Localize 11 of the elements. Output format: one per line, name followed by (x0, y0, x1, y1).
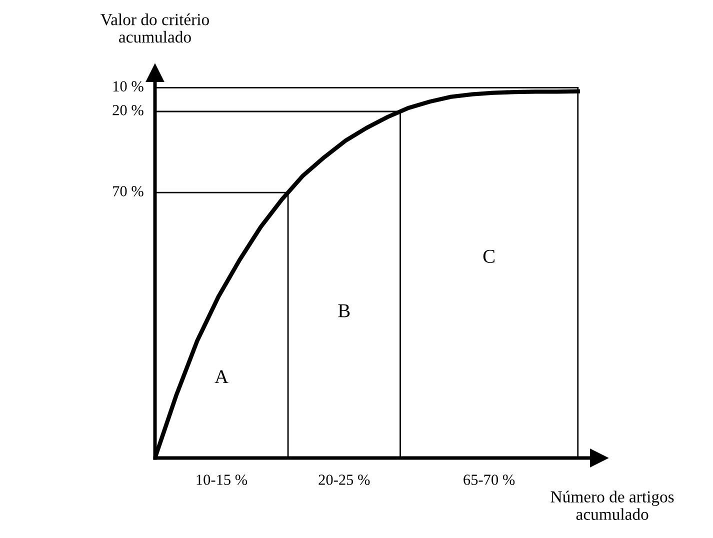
annotation: C (483, 250, 494, 263)
x-axis-title: Número de artigos acumulado (550, 490, 674, 520)
text: 10 % (113, 81, 144, 92)
y-axis-title: Valor do critério acumulado (100, 13, 209, 43)
text: 65-70 % (464, 474, 515, 485)
text: 20-25 % (318, 474, 370, 485)
annotation: B (338, 304, 350, 318)
text: 10-15 % (196, 474, 248, 485)
text: 20 % (112, 105, 144, 116)
annotation: A (214, 370, 228, 384)
text: 70 % (113, 186, 144, 196)
